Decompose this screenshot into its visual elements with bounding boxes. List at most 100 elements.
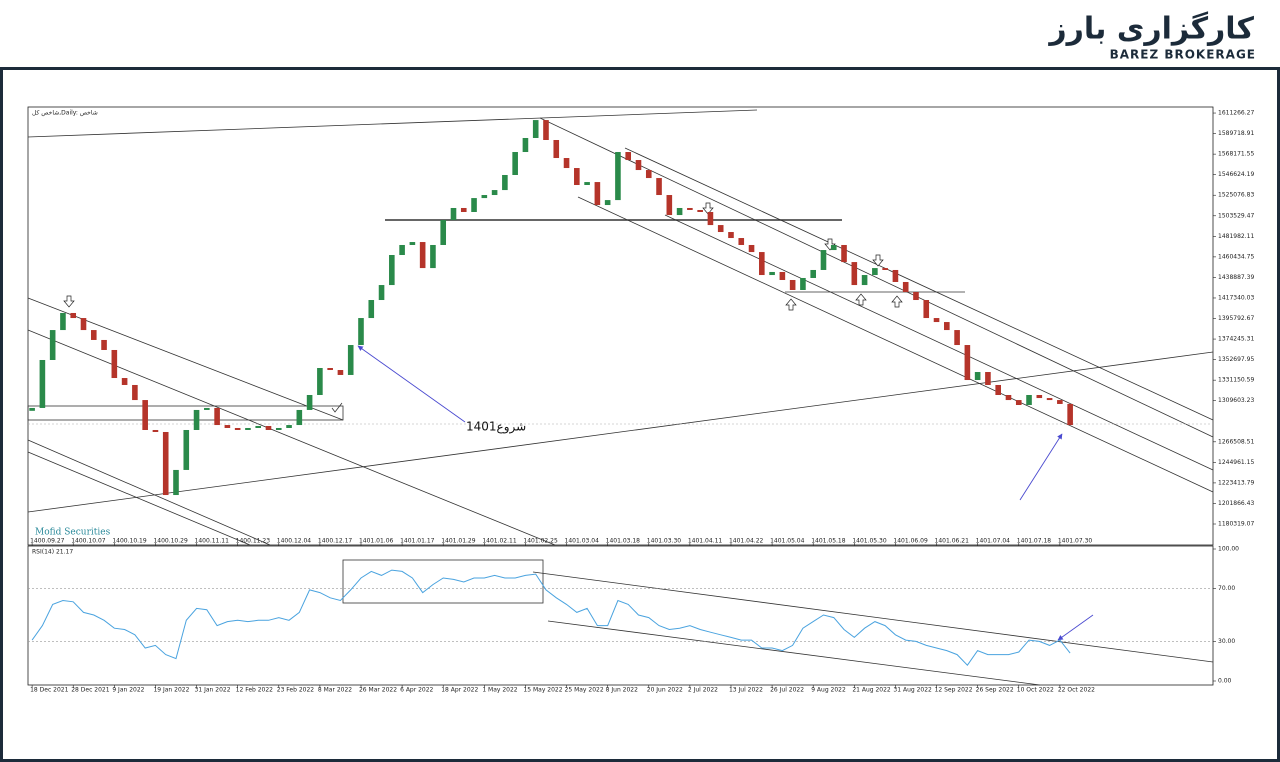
x-tick-label: 1401.07.18 xyxy=(1017,538,1052,545)
y-tick-label: 1481982.11 xyxy=(1218,233,1254,240)
candle xyxy=(224,425,231,428)
candle xyxy=(132,384,138,401)
y-tick-label: 1352697.95 xyxy=(1218,356,1254,363)
candle xyxy=(1015,400,1022,406)
y-tick-label: 1331150.59 xyxy=(1218,377,1254,384)
y-tick-label: 1568171.55 xyxy=(1218,151,1254,158)
candle xyxy=(676,207,683,216)
x-tick-label: 26 Sep 2022 xyxy=(976,687,1014,694)
x-tick-label: 20 Jun 2022 xyxy=(647,687,683,694)
candle xyxy=(522,137,529,153)
x-tick-label: 1400.10.19 xyxy=(112,538,147,545)
candle xyxy=(553,139,560,159)
candle xyxy=(296,409,303,426)
x-tick-label: 1400.10.07 xyxy=(71,538,106,545)
candle xyxy=(152,429,159,432)
candle xyxy=(1067,403,1073,426)
candle xyxy=(481,195,488,199)
candle xyxy=(80,318,87,331)
x-tick-label: 22 Oct 2022 xyxy=(1058,687,1095,694)
candle xyxy=(944,322,950,331)
candle xyxy=(810,269,817,278)
x-tick-label: 6 Apr 2022 xyxy=(400,687,433,694)
candle xyxy=(872,268,878,276)
candle xyxy=(974,372,981,381)
candle xyxy=(327,368,333,371)
candle xyxy=(193,409,200,430)
candle xyxy=(70,312,77,319)
candle xyxy=(39,359,46,408)
y-tick-label: 1589718.91 xyxy=(1218,130,1254,137)
candle xyxy=(830,244,837,251)
candle xyxy=(409,242,416,245)
x-tick-label: 9 Aug 2022 xyxy=(811,687,846,694)
y-tick-label: 1417340.03 xyxy=(1218,294,1254,301)
candle xyxy=(214,407,220,426)
y-tick-label: 1460434.75 xyxy=(1218,253,1254,260)
rsi-title: RSI(14) 21.17 xyxy=(32,549,73,556)
candle xyxy=(347,345,354,375)
candle xyxy=(255,425,262,428)
candle xyxy=(933,318,940,323)
x-tick-label: 23 Feb 2022 xyxy=(277,687,315,694)
x-tick-label: 1401.04.22 xyxy=(729,538,764,545)
x-tick-label: 1401.01.29 xyxy=(441,538,476,545)
x-tick-label: 9 Jan 2022 xyxy=(112,687,144,694)
y-tick-label: 1438887.39 xyxy=(1218,274,1254,281)
candle xyxy=(800,277,806,291)
candle xyxy=(728,232,734,239)
candle xyxy=(645,170,652,179)
candle xyxy=(666,195,673,216)
x-tick-label: 21 Aug 2022 xyxy=(852,687,891,694)
chart-title: شاخص کل,Daily: شاخص xyxy=(32,110,98,117)
candle xyxy=(60,312,66,331)
x-tick-label: 18 Dec 2021 xyxy=(30,687,69,694)
candle xyxy=(101,339,107,350)
candle xyxy=(779,271,786,280)
candle xyxy=(450,207,457,221)
x-tick-label: 1401.05.18 xyxy=(811,538,846,545)
logo-subtitle: BAREZ BROKERAGE xyxy=(1110,48,1256,62)
candle xyxy=(49,330,56,360)
candle xyxy=(111,349,118,379)
candle xyxy=(954,330,960,346)
candle xyxy=(841,244,847,263)
candle xyxy=(389,255,395,286)
candle xyxy=(121,378,128,385)
candle xyxy=(358,318,364,346)
y-tick-label: 1201866.43 xyxy=(1218,500,1254,507)
candle xyxy=(789,279,796,291)
candle xyxy=(471,198,477,212)
candle xyxy=(594,182,601,206)
x-tick-label: 1401.02.11 xyxy=(482,538,517,545)
x-tick-label: 1401.06.21 xyxy=(935,538,970,545)
candle xyxy=(1046,398,1053,401)
candle xyxy=(543,120,549,140)
candle xyxy=(419,242,426,269)
x-tick-label: 8 Jun 2022 xyxy=(606,687,638,694)
rsi-line xyxy=(31,569,1071,666)
candle xyxy=(1026,394,1032,406)
candle xyxy=(604,200,611,206)
candle xyxy=(162,431,169,496)
candle xyxy=(502,174,508,191)
candle xyxy=(995,384,1001,395)
x-tick-label: 2 Jul 2022 xyxy=(688,687,718,694)
candle xyxy=(532,120,539,138)
watermark: Mofid Securities xyxy=(35,528,111,538)
candle xyxy=(759,252,765,276)
y-tick-label: 1266508.51 xyxy=(1218,438,1254,445)
candle xyxy=(635,160,642,171)
candle xyxy=(440,220,447,245)
y-tick-label: 1395792.67 xyxy=(1218,315,1254,322)
y-tick-label: 1180319.07 xyxy=(1218,521,1254,528)
candle xyxy=(399,244,405,256)
x-tick-label: 1401.03.18 xyxy=(606,538,641,545)
x-tick-label: 12 Sep 2022 xyxy=(935,687,973,694)
y-tick-label: 70.00 xyxy=(1218,585,1235,592)
y-tick-label: 1546624.19 xyxy=(1218,171,1254,178)
frame xyxy=(0,67,1280,762)
y-tick-label: 1611266.27 xyxy=(1218,110,1254,117)
rsi-panel xyxy=(27,545,1214,686)
